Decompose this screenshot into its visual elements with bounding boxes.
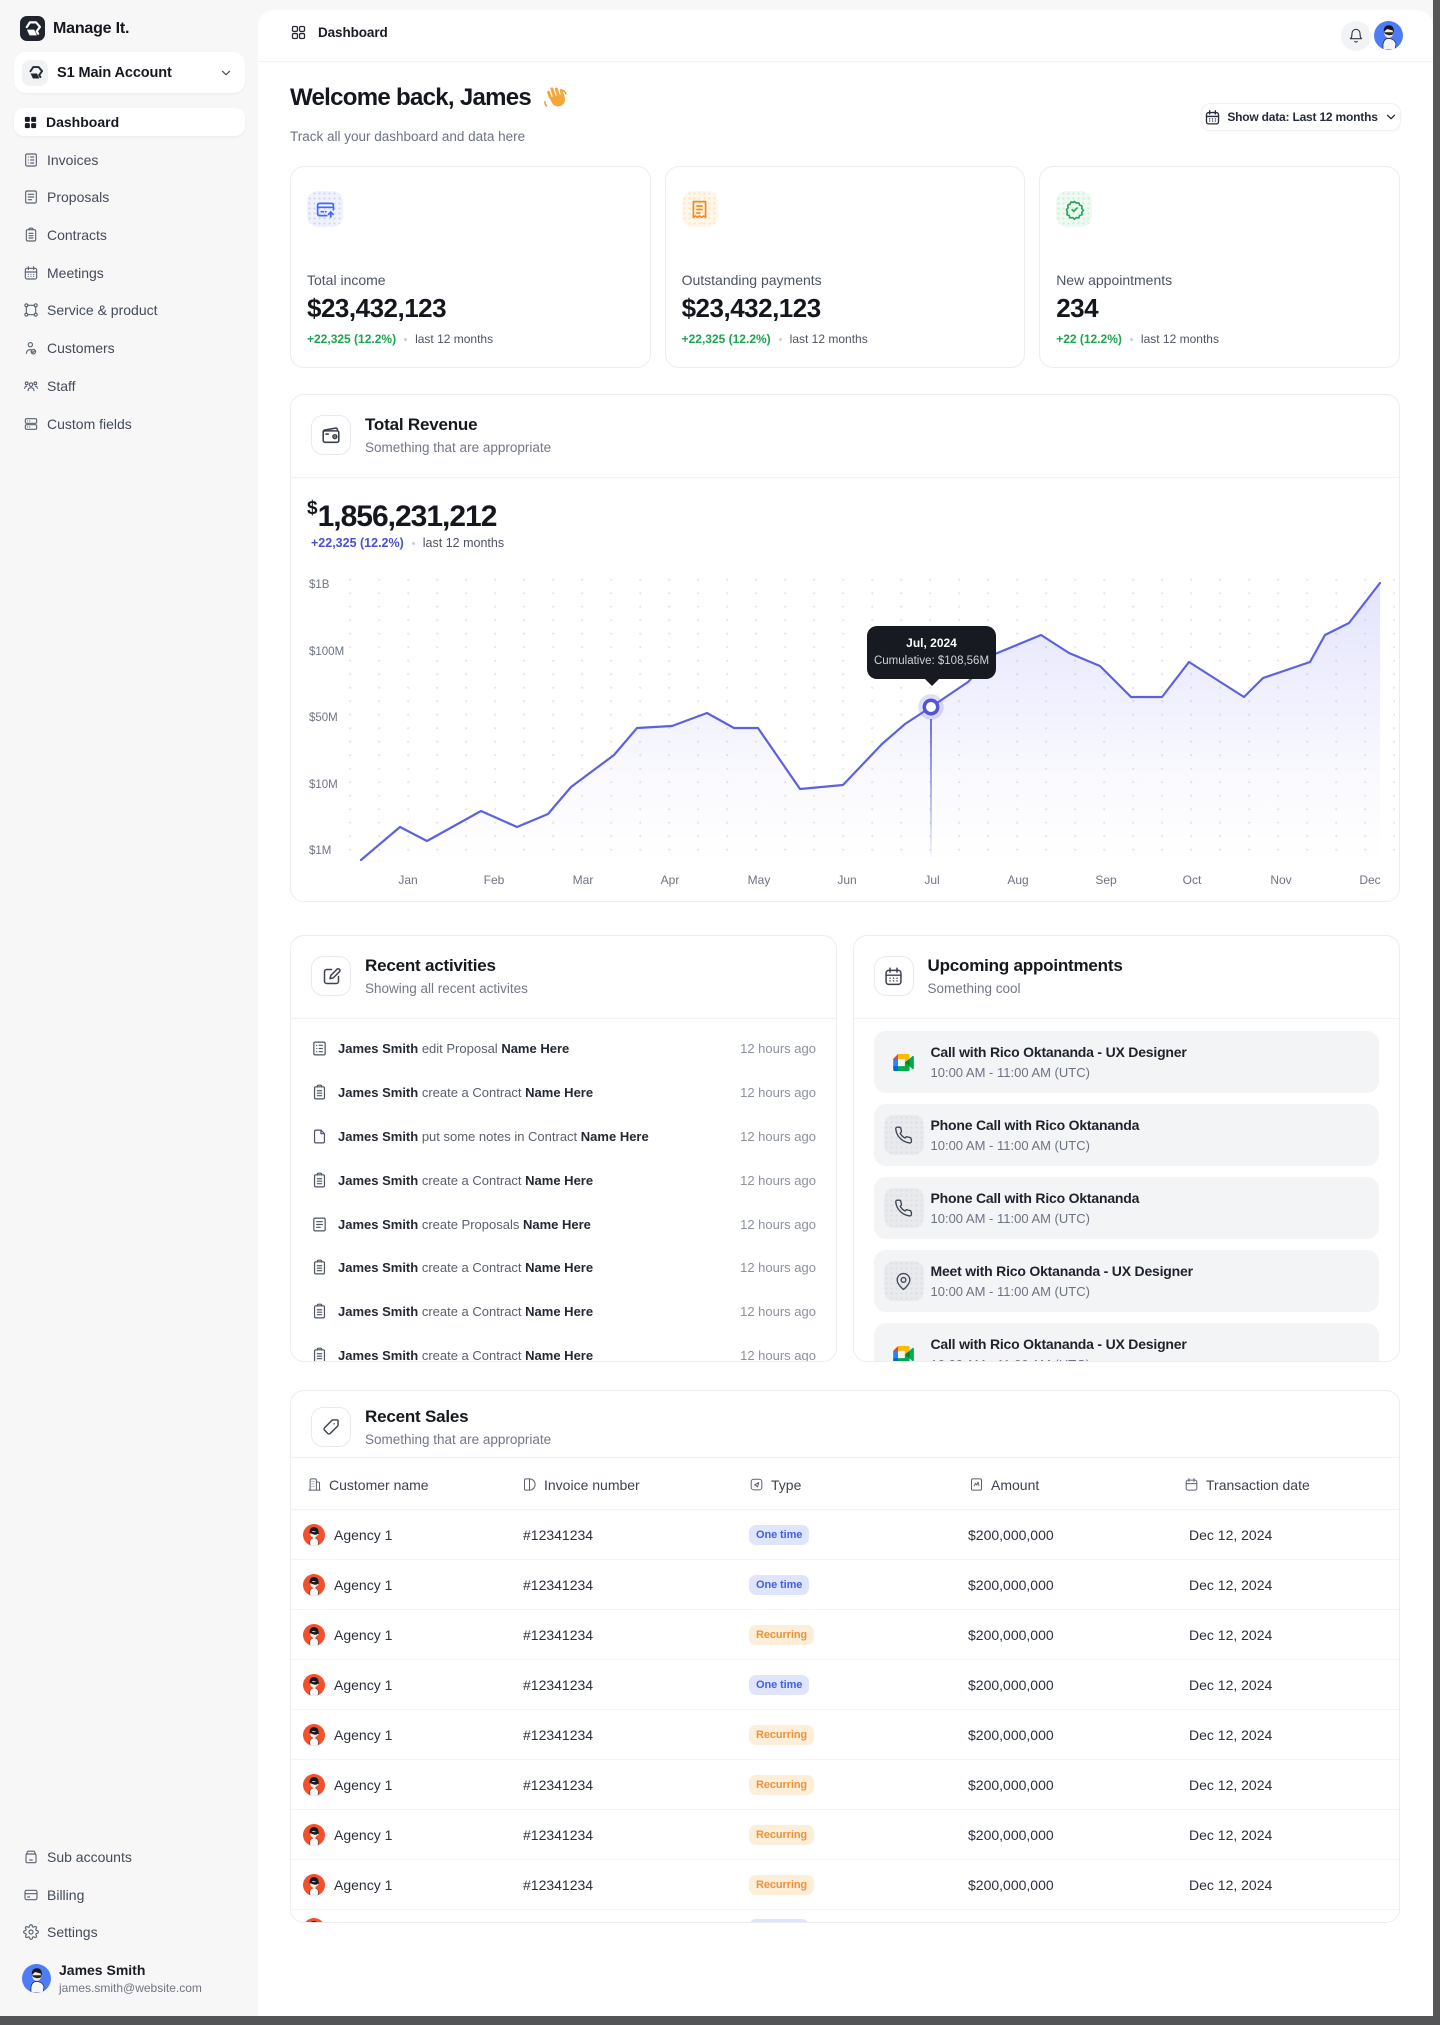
svg-text:$50M: $50M: [309, 712, 338, 724]
svg-text:$1M: $1M: [309, 845, 331, 857]
svg-text:Apr: Apr: [661, 873, 680, 887]
svg-text:Jul: Jul: [924, 873, 939, 887]
svg-text:Sep: Sep: [1095, 873, 1117, 887]
svg-text:Nov: Nov: [1270, 873, 1291, 887]
svg-text:$10M: $10M: [309, 779, 338, 791]
svg-text:$100M: $100M: [309, 646, 344, 658]
svg-text:$1B: $1B: [309, 579, 330, 591]
svg-text:Feb: Feb: [484, 873, 505, 887]
svg-text:Jan: Jan: [398, 873, 417, 887]
svg-text:Dec: Dec: [1359, 873, 1380, 887]
svg-text:May: May: [748, 873, 771, 887]
svg-text:Jun: Jun: [837, 873, 856, 887]
svg-text:Aug: Aug: [1007, 873, 1028, 887]
svg-text:Oct: Oct: [1183, 873, 1202, 887]
svg-text:Mar: Mar: [573, 873, 594, 887]
